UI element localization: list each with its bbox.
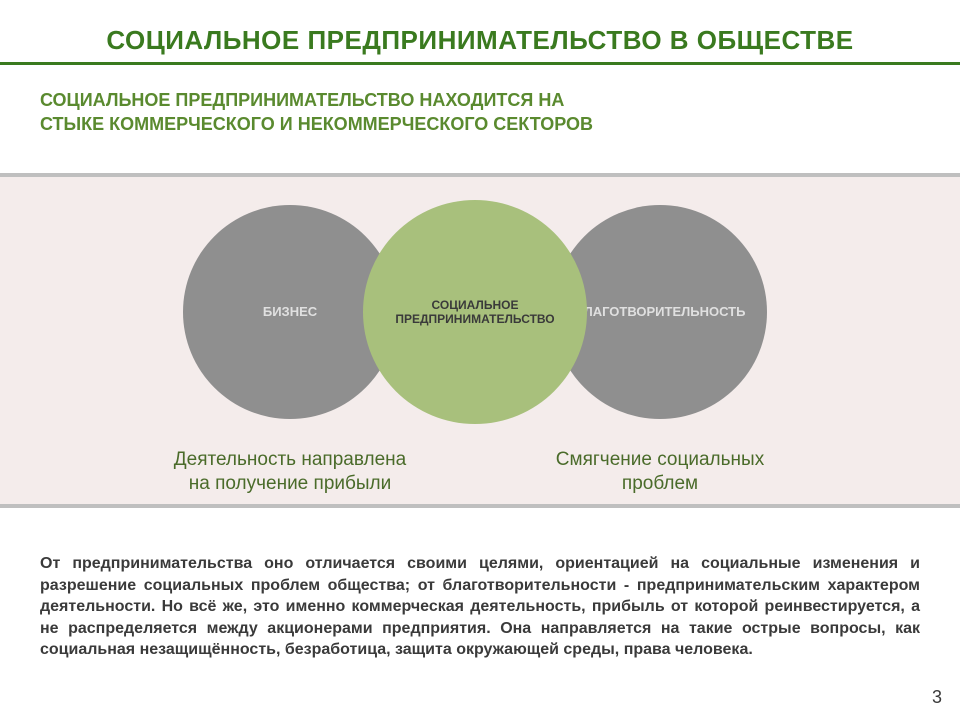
title-underline bbox=[0, 62, 960, 65]
circle-social-label-line1: СОЦИАЛЬНОЕ bbox=[432, 298, 519, 312]
circle-social-label-line2: ПРЕДПРИНИМАТЕЛЬСТВО bbox=[395, 312, 554, 326]
caption-right: Смягчение социальных проблем bbox=[510, 448, 810, 496]
page-number: 3 bbox=[932, 687, 942, 708]
circle-social: СОЦИАЛЬНОЕ ПРЕДПРИНИМАТЕЛЬСТВО bbox=[363, 200, 587, 424]
caption-left-line2: на получение прибыли bbox=[189, 473, 392, 494]
caption-right-line1: Смягчение социальных bbox=[556, 449, 764, 470]
subtitle-line-1: СОЦИАЛЬНОЕ ПРЕДПРИНИМАТЕЛЬСТВО НАХОДИТСЯ… bbox=[40, 90, 564, 110]
subtitle-line-2: СТЫКЕ КОММЕРЧЕСКОГО И НЕКОММЕРЧЕСКОГО СЕ… bbox=[40, 114, 593, 134]
page-subtitle: СОЦИАЛЬНОЕ ПРЕДПРИНИМАТЕЛЬСТВО НАХОДИТСЯ… bbox=[40, 88, 593, 137]
circle-social-label: СОЦИАЛЬНОЕ ПРЕДПРИНИМАТЕЛЬСТВО bbox=[395, 298, 554, 327]
page-title-bar: СОЦИАЛЬНОЕ ПРЕДПРИНИМАТЕЛЬСТВО В ОБЩЕСТВ… bbox=[0, 25, 960, 56]
page-title: СОЦИАЛЬНОЕ ПРЕДПРИНИМАТЕЛЬСТВО В ОБЩЕСТВ… bbox=[0, 25, 960, 56]
circle-charity-label: БЛАГОТВОРИТЕЛЬНОСТЬ bbox=[575, 304, 746, 320]
caption-left: Деятельность направлена на получение при… bbox=[140, 448, 440, 496]
caption-right-line2: проблем bbox=[622, 473, 698, 494]
band-border-bottom bbox=[0, 504, 960, 508]
body-paragraph: От предпринимательства оно отличается св… bbox=[40, 553, 920, 661]
caption-left-line1: Деятельность направлена bbox=[174, 449, 406, 470]
circle-business-label: БИЗНЕС bbox=[263, 304, 317, 320]
